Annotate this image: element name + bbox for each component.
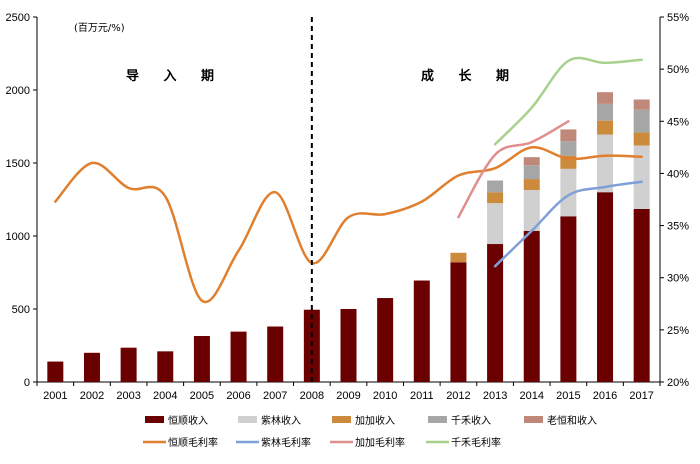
bar-segment <box>340 309 357 382</box>
bar-segment <box>83 352 100 382</box>
legend-label: 紫林收入 <box>261 414 301 427</box>
x-tick-label: 2004 <box>153 390 177 402</box>
x-tick-label: 2014 <box>519 390 543 402</box>
x-tick-label: 2007 <box>263 390 287 402</box>
series-line <box>54 146 643 304</box>
bar-segment <box>560 216 577 382</box>
bar-segment <box>157 351 174 382</box>
bar-segment <box>523 165 540 180</box>
bar-segment <box>560 141 577 156</box>
labels: 0 500 1000 1500 2000 2500 20% 25% 30% 35% 40% 45% 50… <box>6 12 690 402</box>
y-right-tick-label: 25% <box>667 325 689 337</box>
bar-segment <box>633 145 650 209</box>
series-line <box>493 56 643 146</box>
bar-segment <box>597 92 614 104</box>
bar-segment <box>47 361 64 382</box>
y-right-tick-label: 35% <box>667 221 689 233</box>
legend-label: 加加毛利率 <box>355 436 405 449</box>
bar-segment <box>633 109 650 133</box>
phase-label-intro: 导 入 期 <box>126 69 224 84</box>
bar-segment <box>597 103 614 121</box>
bar-segment <box>377 298 394 382</box>
bar-segment <box>267 326 284 382</box>
legend-label: 老恒和收入 <box>547 414 597 427</box>
legend-label: 恒顺收入 <box>168 414 208 427</box>
legend-swatch <box>332 416 351 423</box>
x-tick-label: 2013 <box>483 390 507 402</box>
x-tick-label: 2010 <box>373 390 397 402</box>
y-right-tick-label: 50% <box>667 64 689 76</box>
legend-label: 恒顺毛利率 <box>168 436 218 449</box>
y-right-tick-label: 30% <box>667 273 689 285</box>
bar-segment <box>230 331 247 382</box>
y-left-tick-label: 2000 <box>6 85 30 97</box>
x-tick-label: 2015 <box>556 390 580 402</box>
bar-segment <box>560 129 577 142</box>
x-tick-label: 2008 <box>300 390 324 402</box>
y-left-tick-label: 500 <box>12 304 30 316</box>
legend-label: 紫林毛利率 <box>261 436 311 449</box>
x-tick-label: 2006 <box>226 390 250 402</box>
y-left-tick-label: 2500 <box>6 12 30 24</box>
legend-swatch <box>238 416 257 423</box>
bar-segment <box>633 132 650 146</box>
y-right-tick-label: 20% <box>667 377 689 389</box>
x-tick-label: 2011 <box>410 390 434 402</box>
bar-segment <box>633 99 650 110</box>
legend-swatch <box>428 416 447 423</box>
phase-label-growth: 成 长 期 <box>421 68 519 84</box>
x-tick-label: 2017 <box>629 390 653 402</box>
bar-segment <box>597 134 614 193</box>
bar-segment <box>523 230 540 382</box>
bar-segment <box>450 262 467 382</box>
bar-segment <box>413 280 430 382</box>
bar-segment <box>487 203 504 245</box>
x-tick-label: 2016 <box>593 390 617 402</box>
x-tick-label: 2009 <box>336 390 360 402</box>
bars <box>47 92 650 382</box>
bar-segment <box>193 336 210 382</box>
series-line <box>493 180 643 268</box>
y-right-tick-label: 45% <box>667 116 689 128</box>
unit-label: (百万元/%) <box>74 22 125 34</box>
x-tick-label: 2003 <box>116 390 140 402</box>
bar-segment <box>633 208 650 382</box>
legend-swatch <box>145 416 164 423</box>
bar-segment <box>487 244 504 382</box>
bar-segment <box>560 168 577 217</box>
bar-segment <box>523 179 540 191</box>
bar-segment <box>487 180 504 193</box>
bar-segment <box>450 252 467 263</box>
y-left-tick-label: 1000 <box>6 231 30 243</box>
bar-segment <box>523 190 540 231</box>
bar-segment <box>597 192 614 382</box>
bar-segment <box>120 347 137 382</box>
bar-segment <box>487 192 504 204</box>
x-tick-label: 2012 <box>446 390 470 402</box>
y-right-tick-label: 55% <box>667 12 689 24</box>
y-left-tick-label: 1500 <box>6 158 30 170</box>
legend-label: 加加收入 <box>355 414 395 427</box>
x-tick-label: 2002 <box>80 390 104 402</box>
bar-segment <box>523 157 540 166</box>
legend-label: 千禾收入 <box>451 414 491 427</box>
bar-segment <box>597 120 614 135</box>
legend-swatch <box>524 416 543 423</box>
y-left-tick-label: 0 <box>24 377 30 389</box>
y-right-tick-label: 40% <box>667 168 689 180</box>
x-tick-label: 2005 <box>190 390 214 402</box>
lines <box>54 17 643 382</box>
legend-label: 千禾毛利率 <box>451 436 501 449</box>
x-tick-label: 2001 <box>43 390 67 402</box>
series-line <box>457 120 570 219</box>
